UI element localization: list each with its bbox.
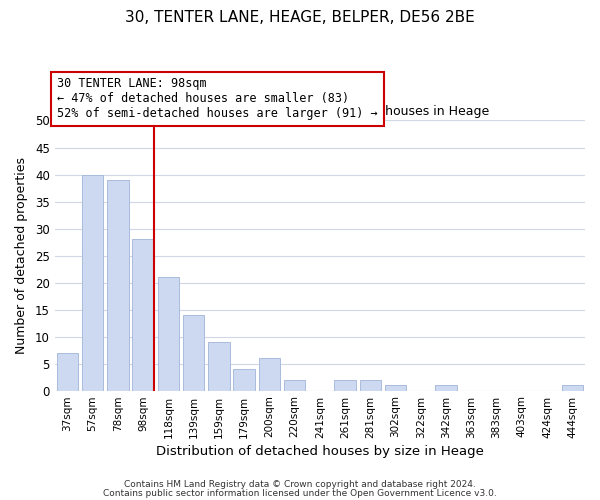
Bar <box>183 315 205 390</box>
Y-axis label: Number of detached properties: Number of detached properties <box>15 157 28 354</box>
Bar <box>562 385 583 390</box>
Bar <box>233 369 255 390</box>
Title: Size of property relative to detached houses in Heage: Size of property relative to detached ho… <box>151 105 489 118</box>
Text: 30 TENTER LANE: 98sqm
← 47% of detached houses are smaller (83)
52% of semi-deta: 30 TENTER LANE: 98sqm ← 47% of detached … <box>58 78 378 120</box>
Bar <box>359 380 381 390</box>
X-axis label: Distribution of detached houses by size in Heage: Distribution of detached houses by size … <box>156 444 484 458</box>
Bar <box>133 240 154 390</box>
Bar <box>158 277 179 390</box>
Text: Contains public sector information licensed under the Open Government Licence v3: Contains public sector information licen… <box>103 488 497 498</box>
Bar <box>385 385 406 390</box>
Bar <box>208 342 230 390</box>
Text: 30, TENTER LANE, HEAGE, BELPER, DE56 2BE: 30, TENTER LANE, HEAGE, BELPER, DE56 2BE <box>125 10 475 25</box>
Bar <box>82 174 103 390</box>
Bar <box>334 380 356 390</box>
Bar <box>259 358 280 390</box>
Bar <box>107 180 128 390</box>
Bar <box>284 380 305 390</box>
Bar <box>56 353 78 391</box>
Text: Contains HM Land Registry data © Crown copyright and database right 2024.: Contains HM Land Registry data © Crown c… <box>124 480 476 489</box>
Bar <box>436 385 457 390</box>
